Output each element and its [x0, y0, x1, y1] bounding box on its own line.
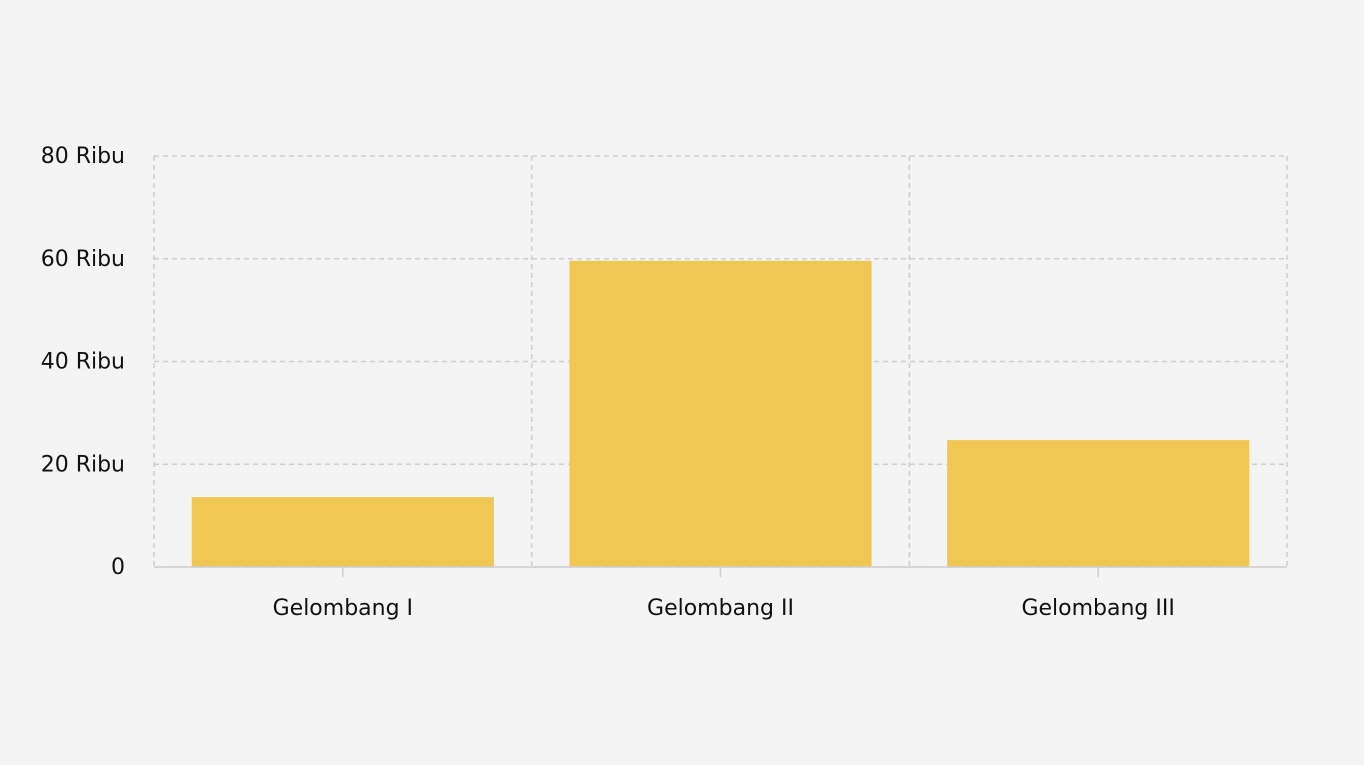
y-tick-label: 60 Ribu	[41, 247, 125, 272]
x-tick-label: Gelombang III	[1021, 596, 1174, 621]
y-tick-label: 80 Ribu	[41, 144, 125, 169]
y-tick-label: 40 Ribu	[41, 350, 125, 375]
x-tick-label: Gelombang II	[647, 596, 794, 621]
bar	[947, 440, 1250, 567]
y-tick-label: 0	[111, 555, 125, 580]
bar	[569, 260, 872, 567]
y-tick-label: 20 Ribu	[41, 452, 125, 477]
bar	[191, 497, 494, 567]
x-tick-label: Gelombang I	[273, 596, 413, 621]
